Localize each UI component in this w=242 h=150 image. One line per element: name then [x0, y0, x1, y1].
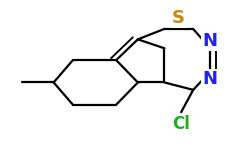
Text: N: N [203, 70, 218, 88]
Text: Cl: Cl [172, 115, 190, 133]
Text: S: S [172, 9, 185, 27]
Text: N: N [203, 32, 218, 50]
